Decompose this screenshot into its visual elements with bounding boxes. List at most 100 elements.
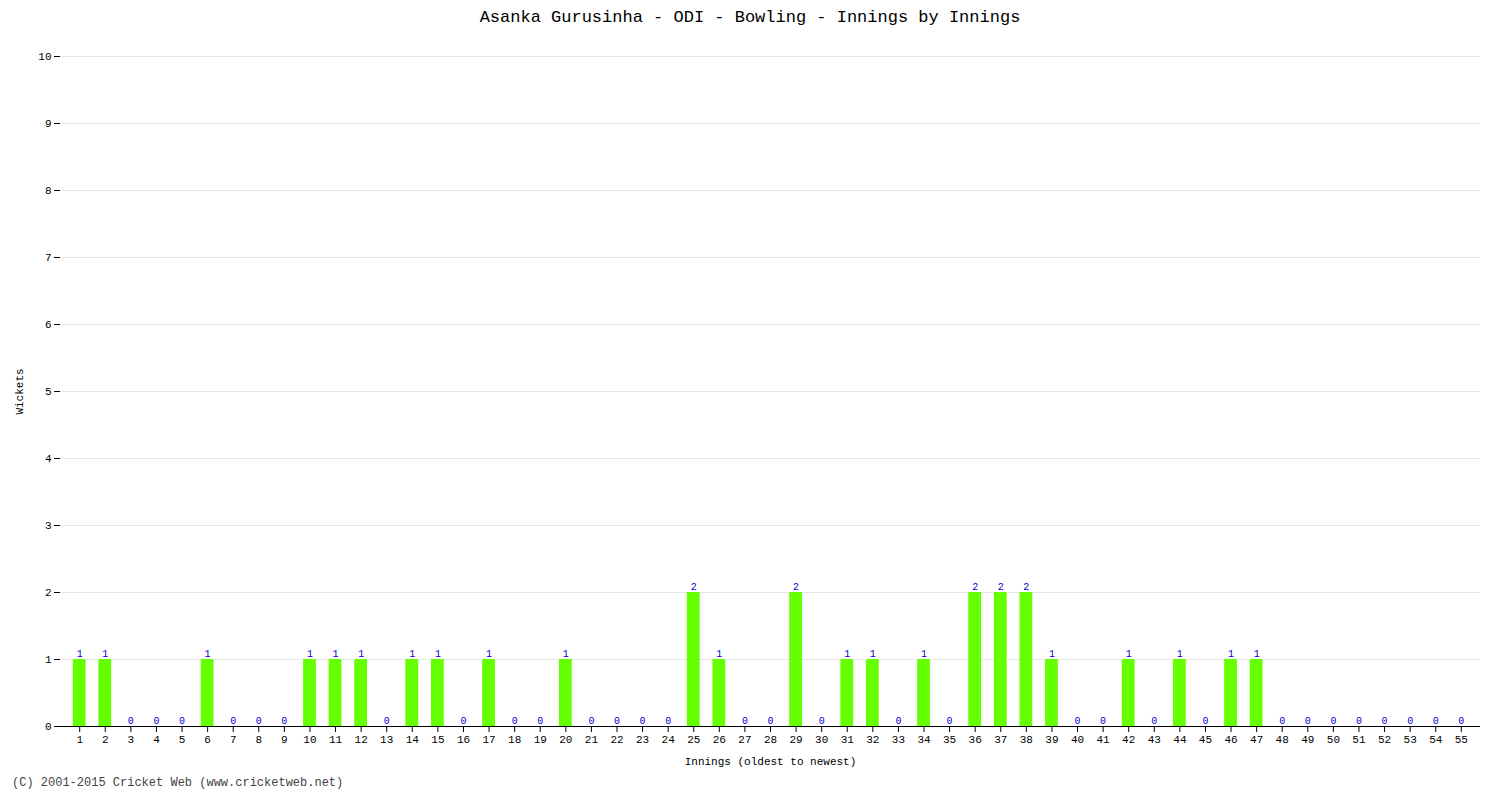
svg-text:2: 2 — [45, 587, 52, 599]
svg-text:32: 32 — [866, 734, 879, 746]
svg-text:20: 20 — [559, 734, 572, 746]
svg-text:35: 35 — [943, 734, 956, 746]
svg-text:11: 11 — [329, 734, 343, 746]
svg-text:39: 39 — [1045, 734, 1058, 746]
svg-text:1: 1 — [716, 649, 722, 660]
svg-text:0: 0 — [895, 716, 901, 727]
svg-text:45: 45 — [1199, 734, 1212, 746]
svg-text:1: 1 — [870, 649, 876, 660]
svg-text:0: 0 — [1382, 716, 1388, 727]
svg-text:14: 14 — [406, 734, 420, 746]
svg-text:30: 30 — [815, 734, 828, 746]
svg-text:5: 5 — [45, 386, 52, 398]
svg-text:55: 55 — [1455, 734, 1468, 746]
svg-text:9: 9 — [281, 734, 288, 746]
svg-text:1: 1 — [333, 649, 339, 660]
svg-text:10: 10 — [303, 734, 316, 746]
svg-text:7: 7 — [230, 734, 237, 746]
svg-text:36: 36 — [969, 734, 982, 746]
svg-text:1: 1 — [921, 649, 927, 660]
svg-text:43: 43 — [1148, 734, 1161, 746]
svg-text:5: 5 — [179, 734, 186, 746]
svg-text:48: 48 — [1276, 734, 1289, 746]
svg-text:6: 6 — [45, 319, 52, 331]
svg-text:0: 0 — [640, 716, 646, 727]
svg-text:2: 2 — [102, 734, 109, 746]
svg-text:1: 1 — [102, 649, 108, 660]
svg-text:46: 46 — [1224, 734, 1237, 746]
svg-text:7: 7 — [45, 252, 52, 264]
svg-text:0: 0 — [1458, 716, 1464, 727]
svg-text:0: 0 — [179, 716, 185, 727]
svg-text:13: 13 — [380, 734, 393, 746]
svg-text:44: 44 — [1173, 734, 1187, 746]
svg-text:18: 18 — [508, 734, 521, 746]
svg-text:15: 15 — [431, 734, 444, 746]
svg-text:38: 38 — [1020, 734, 1033, 746]
svg-text:3: 3 — [45, 520, 52, 532]
svg-text:3: 3 — [128, 734, 135, 746]
svg-text:0: 0 — [281, 716, 287, 727]
svg-text:49: 49 — [1301, 734, 1314, 746]
svg-text:27: 27 — [738, 734, 751, 746]
svg-text:2: 2 — [1023, 582, 1029, 593]
svg-text:2: 2 — [691, 582, 697, 593]
svg-text:2: 2 — [972, 582, 978, 593]
svg-text:42: 42 — [1122, 734, 1135, 746]
svg-text:25: 25 — [687, 734, 700, 746]
svg-text:54: 54 — [1429, 734, 1443, 746]
svg-text:0: 0 — [1151, 716, 1157, 727]
svg-text:0: 0 — [1100, 716, 1106, 727]
svg-text:53: 53 — [1404, 734, 1417, 746]
svg-text:0: 0 — [537, 716, 543, 727]
svg-text:29: 29 — [789, 734, 802, 746]
svg-text:52: 52 — [1378, 734, 1391, 746]
svg-text:16: 16 — [457, 734, 470, 746]
svg-text:9: 9 — [45, 118, 52, 130]
svg-text:0: 0 — [947, 716, 953, 727]
svg-text:4: 4 — [45, 453, 52, 465]
svg-text:41: 41 — [1097, 734, 1111, 746]
svg-text:0: 0 — [665, 716, 671, 727]
svg-text:0: 0 — [1407, 716, 1413, 727]
svg-text:0: 0 — [45, 721, 52, 733]
svg-text:8: 8 — [255, 734, 262, 746]
svg-text:1: 1 — [435, 649, 441, 660]
svg-text:23: 23 — [636, 734, 649, 746]
svg-text:1: 1 — [409, 649, 415, 660]
svg-text:10: 10 — [38, 51, 51, 63]
svg-text:17: 17 — [482, 734, 495, 746]
svg-text:31: 31 — [841, 734, 855, 746]
svg-text:1: 1 — [77, 649, 83, 660]
svg-text:1: 1 — [45, 654, 52, 666]
svg-text:2: 2 — [793, 582, 799, 593]
svg-text:0: 0 — [1330, 716, 1336, 727]
svg-text:0: 0 — [588, 716, 594, 727]
svg-text:1: 1 — [1126, 649, 1132, 660]
svg-text:12: 12 — [355, 734, 368, 746]
svg-text:1: 1 — [563, 649, 569, 660]
svg-text:1: 1 — [1228, 649, 1234, 660]
svg-text:1: 1 — [1254, 649, 1260, 660]
svg-text:0: 0 — [1279, 716, 1285, 727]
svg-text:26: 26 — [713, 734, 726, 746]
svg-text:0: 0 — [1202, 716, 1208, 727]
svg-text:1: 1 — [486, 649, 492, 660]
svg-text:33: 33 — [892, 734, 905, 746]
svg-text:51: 51 — [1352, 734, 1366, 746]
svg-text:0: 0 — [460, 716, 466, 727]
svg-text:0: 0 — [128, 716, 134, 727]
svg-text:50: 50 — [1327, 734, 1340, 746]
svg-text:40: 40 — [1071, 734, 1084, 746]
svg-text:34: 34 — [917, 734, 931, 746]
svg-text:19: 19 — [534, 734, 547, 746]
svg-text:1: 1 — [844, 649, 850, 660]
svg-text:1: 1 — [307, 649, 313, 660]
svg-text:Wickets: Wickets — [14, 368, 26, 414]
svg-text:1: 1 — [205, 649, 211, 660]
svg-text:0: 0 — [256, 716, 262, 727]
svg-text:0: 0 — [767, 716, 773, 727]
svg-text:21: 21 — [585, 734, 599, 746]
svg-text:4: 4 — [153, 734, 160, 746]
svg-text:22: 22 — [610, 734, 623, 746]
